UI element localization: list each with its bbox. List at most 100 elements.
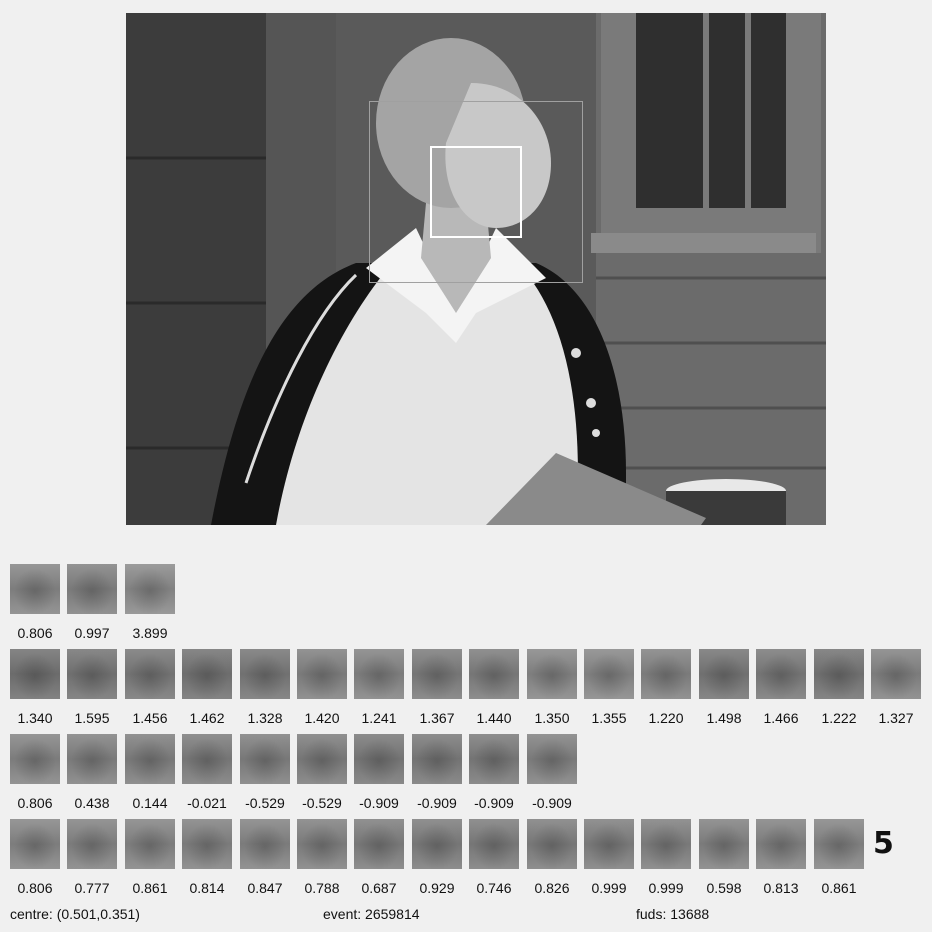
thumbnail-value: 0.813	[763, 880, 799, 896]
thumbnail-image	[182, 819, 232, 869]
thumbnail-image	[641, 649, 691, 699]
thumbnail-cell: 0.814	[182, 819, 232, 896]
thumbnail-value: 1.466	[763, 710, 799, 726]
thumbnail-cell: 1.420	[297, 649, 347, 726]
thumbnail-value: 0.997	[74, 625, 110, 641]
thumbnail-cell: 0.598	[699, 819, 749, 896]
thumbnail-value: 1.241	[361, 710, 397, 726]
thumbnail-cell: 1.328	[240, 649, 290, 726]
thumbnail-value: 1.456	[132, 710, 168, 726]
thumbnail-value: 0.814	[189, 880, 225, 896]
thumbnail-value: -0.909	[359, 795, 399, 811]
thumbnail-value: 0.806	[17, 625, 53, 641]
thumbnail-value: -0.909	[474, 795, 514, 811]
thumbnail-value: -0.529	[245, 795, 285, 811]
thumbnail-image	[871, 649, 921, 699]
photo-canvas	[126, 13, 826, 525]
thumbnail-value: 0.806	[17, 880, 53, 896]
thumbnail-image	[125, 734, 175, 784]
thumbnail-cell: 0.813	[756, 819, 806, 896]
thumbnail-value: 0.826	[534, 880, 570, 896]
thumbnail-value: 0.861	[132, 880, 168, 896]
thumbnail-cell: 0.999	[641, 819, 691, 896]
thumbnail-image	[584, 649, 634, 699]
thumbnail-image	[10, 649, 60, 699]
thumbnail-cell: 0.847	[240, 819, 290, 896]
thumbnail-value: 0.777	[74, 880, 110, 896]
thumbnail-value: 0.999	[648, 880, 684, 896]
thumbnail-image	[67, 819, 117, 869]
thumbnail-value: 0.999	[591, 880, 627, 896]
row-number: 5	[873, 826, 894, 861]
thumbnail-value: 1.355	[591, 710, 627, 726]
thumbnail-cell: -0.021	[182, 734, 232, 811]
thumbnail-image	[354, 649, 404, 699]
thumbnail-cell: 0.687	[354, 819, 404, 896]
thumbnail-cell: 0.929	[412, 819, 462, 896]
thumbnail-image	[125, 564, 175, 614]
thumbnail-value: 0.788	[304, 880, 340, 896]
thumbnail-value: 1.340	[17, 710, 53, 726]
thumbnail-value: 1.327	[878, 710, 914, 726]
thumbnail-value: -0.021	[187, 795, 227, 811]
main-image	[126, 13, 826, 525]
thumbnail-value: 1.498	[706, 710, 742, 726]
thumbnail-value: 1.595	[74, 710, 110, 726]
thumbnail-value: 1.350	[534, 710, 570, 726]
thumbnail-value: 0.929	[419, 880, 455, 896]
thumbnail-image	[354, 819, 404, 869]
thumbnail-cell: 1.595	[67, 649, 117, 726]
thumbnail-cell: 1.340	[10, 649, 60, 726]
thumbnail-cell: 0.999	[584, 819, 634, 896]
thumbnail-value: 0.861	[821, 880, 857, 896]
thumbnail-image	[699, 649, 749, 699]
thumbnail-cell: -0.529	[297, 734, 347, 811]
thumbnail-cell: -0.909	[469, 734, 519, 811]
thumbnail-cell: 0.861	[125, 819, 175, 896]
thumbnail-image	[240, 649, 290, 699]
thumbnail-value: 1.440	[476, 710, 512, 726]
thumbnail-cell: 0.746	[469, 819, 519, 896]
thumbnail-image	[297, 819, 347, 869]
thumbnail-value: 0.847	[247, 880, 283, 896]
thumbnail-cell: 0.777	[67, 819, 117, 896]
thumbnail-value: 1.462	[189, 710, 225, 726]
thumbnail-cell: -0.909	[527, 734, 577, 811]
thumbnail-image	[412, 734, 462, 784]
event-readout: event: 2659814	[323, 906, 420, 922]
thumbnail-image	[412, 649, 462, 699]
thumbnail-cell: 1.462	[182, 649, 232, 726]
thumbnail-image	[527, 649, 577, 699]
thumbnail-cell: 1.466	[756, 649, 806, 726]
thumbnail-value: -0.909	[532, 795, 572, 811]
thumbnail-image	[297, 734, 347, 784]
thumbnail-cell: 1.440	[469, 649, 519, 726]
thumbnail-image	[756, 819, 806, 869]
thumbnail-image	[469, 649, 519, 699]
thumbnail-image	[297, 649, 347, 699]
thumbnail-image	[125, 649, 175, 699]
thumbnail-image	[584, 819, 634, 869]
thumbnail-image	[182, 649, 232, 699]
thumbnail-value: 1.367	[419, 710, 455, 726]
thumbnail-image	[67, 649, 117, 699]
thumbnail-image	[10, 819, 60, 869]
thumbnail-value: 0.438	[74, 795, 110, 811]
fuds-readout: fuds: 13688	[636, 906, 710, 922]
thumbnail-image	[527, 819, 577, 869]
thumbnail-cell: 1.222	[814, 649, 864, 726]
thumbnail-cell: 1.220	[641, 649, 691, 726]
thumbnail-image	[469, 819, 519, 869]
thumbnail-cell: 0.438	[67, 734, 117, 811]
thumbnail-cell: 0.806	[10, 819, 60, 896]
thumbnail-value: 0.144	[132, 795, 168, 811]
thumbnail-value: 0.806	[17, 795, 53, 811]
thumbnail-image	[125, 819, 175, 869]
thumbnail-cell: 1.241	[354, 649, 404, 726]
thumbnail-image	[814, 649, 864, 699]
thumbnail-value: -0.909	[417, 795, 457, 811]
thumbnail-image	[67, 564, 117, 614]
thumbnail-cell: 1.327	[871, 649, 921, 726]
thumbnail-cell: 1.355	[584, 649, 634, 726]
thumbnail-cell: -0.529	[240, 734, 290, 811]
